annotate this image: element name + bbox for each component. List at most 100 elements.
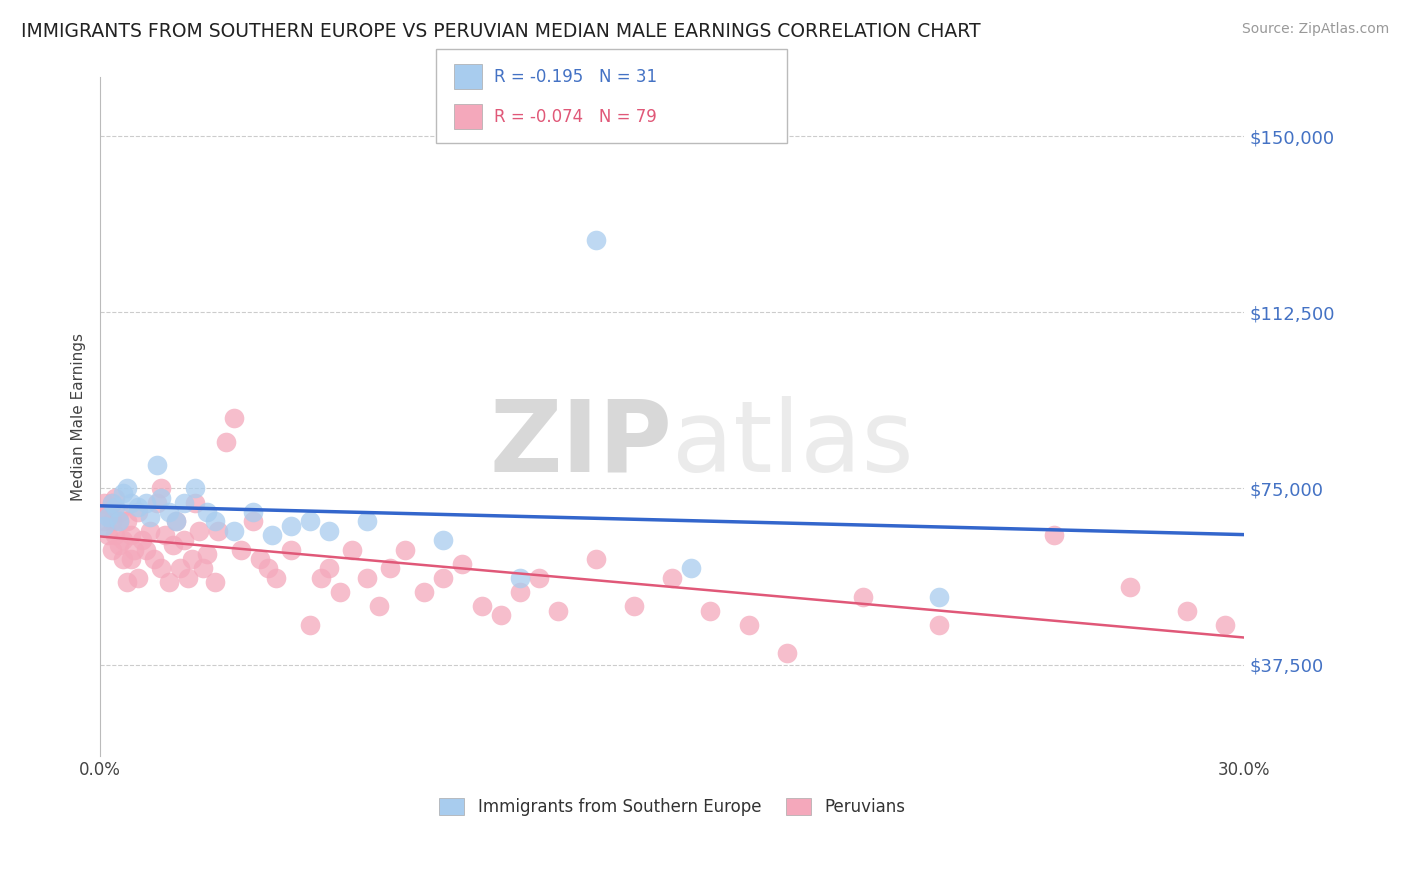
Point [97,528,120,542]
Text: atlas: atlas [672,395,914,492]
Point [165,515,187,529]
Point [108,515,131,529]
Point [318,524,340,538]
Point [776,646,799,660]
Point [928,617,950,632]
Point [432,533,454,548]
Point [108,515,131,529]
Point [547,604,569,618]
Point [180,552,202,566]
Point [623,599,645,613]
Point [509,584,531,599]
Point [184,482,207,496]
Point [120,552,142,566]
Point [737,617,759,632]
Point [260,528,283,542]
Point [527,571,550,585]
Point [150,482,173,496]
Point [162,538,184,552]
Point [298,617,321,632]
Point [100,495,122,509]
Point [157,575,180,590]
Point [451,557,474,571]
Point [188,524,211,538]
Text: R = -0.074   N = 79: R = -0.074 N = 79 [494,108,657,126]
Point [93,519,115,533]
Point [184,495,207,509]
Point [1119,580,1142,594]
Point [111,533,134,548]
Point [356,571,378,585]
Point [111,552,134,566]
Point [191,561,214,575]
Point [204,515,226,529]
Point [138,524,160,538]
Point [329,584,352,599]
Point [104,491,127,505]
Point [150,561,173,575]
Point [150,491,173,505]
Point [115,482,138,496]
Point [195,547,218,561]
Point [242,505,264,519]
Point [1175,604,1198,618]
Point [413,584,436,599]
Point [169,561,191,575]
Point [120,528,142,542]
Point [432,571,454,585]
Point [142,552,165,566]
Point [104,528,127,542]
Point [146,458,169,472]
Point [108,505,131,519]
Point [146,495,169,509]
Point [204,575,226,590]
Point [135,495,157,509]
Point [928,590,950,604]
Point [280,542,302,557]
Point [699,604,721,618]
Point [509,571,531,585]
Point [340,542,363,557]
Point [222,411,245,425]
Point [231,542,253,557]
Point [1213,617,1236,632]
Point [127,571,149,585]
Point [207,524,229,538]
Point [1042,528,1064,542]
Point [356,515,378,529]
Point [127,500,149,515]
Y-axis label: Median Male Earnings: Median Male Earnings [72,333,86,500]
Text: IMMIGRANTS FROM SOUTHERN EUROPE VS PERUVIAN MEDIAN MALE EARNINGS CORRELATION CHA: IMMIGRANTS FROM SOUTHERN EUROPE VS PERUV… [21,22,981,41]
Point [115,515,138,529]
Point [681,561,703,575]
Point [173,533,195,548]
Point [585,552,607,566]
Point [378,561,401,575]
Point [173,495,195,509]
Point [195,505,218,519]
Point [177,571,200,585]
Point [367,599,389,613]
Point [264,571,287,585]
Point [249,552,271,566]
Point [100,495,122,509]
Point [311,571,333,585]
Point [257,561,280,575]
Point [100,542,122,557]
Point [215,434,238,449]
Point [100,515,122,529]
Point [93,495,115,509]
Point [135,542,157,557]
Text: R = -0.195   N = 31: R = -0.195 N = 31 [494,68,657,86]
Point [131,533,153,548]
Point [108,538,131,552]
Text: Source: ZipAtlas.com: Source: ZipAtlas.com [1241,22,1389,37]
Point [585,233,607,247]
Point [104,500,127,515]
Text: ZIP: ZIP [489,395,672,492]
Point [394,542,416,557]
Legend: Immigrants from Southern Europe, Peruvians: Immigrants from Southern Europe, Peruvia… [433,791,912,822]
Point [661,571,683,585]
Point [115,575,138,590]
Point [298,515,321,529]
